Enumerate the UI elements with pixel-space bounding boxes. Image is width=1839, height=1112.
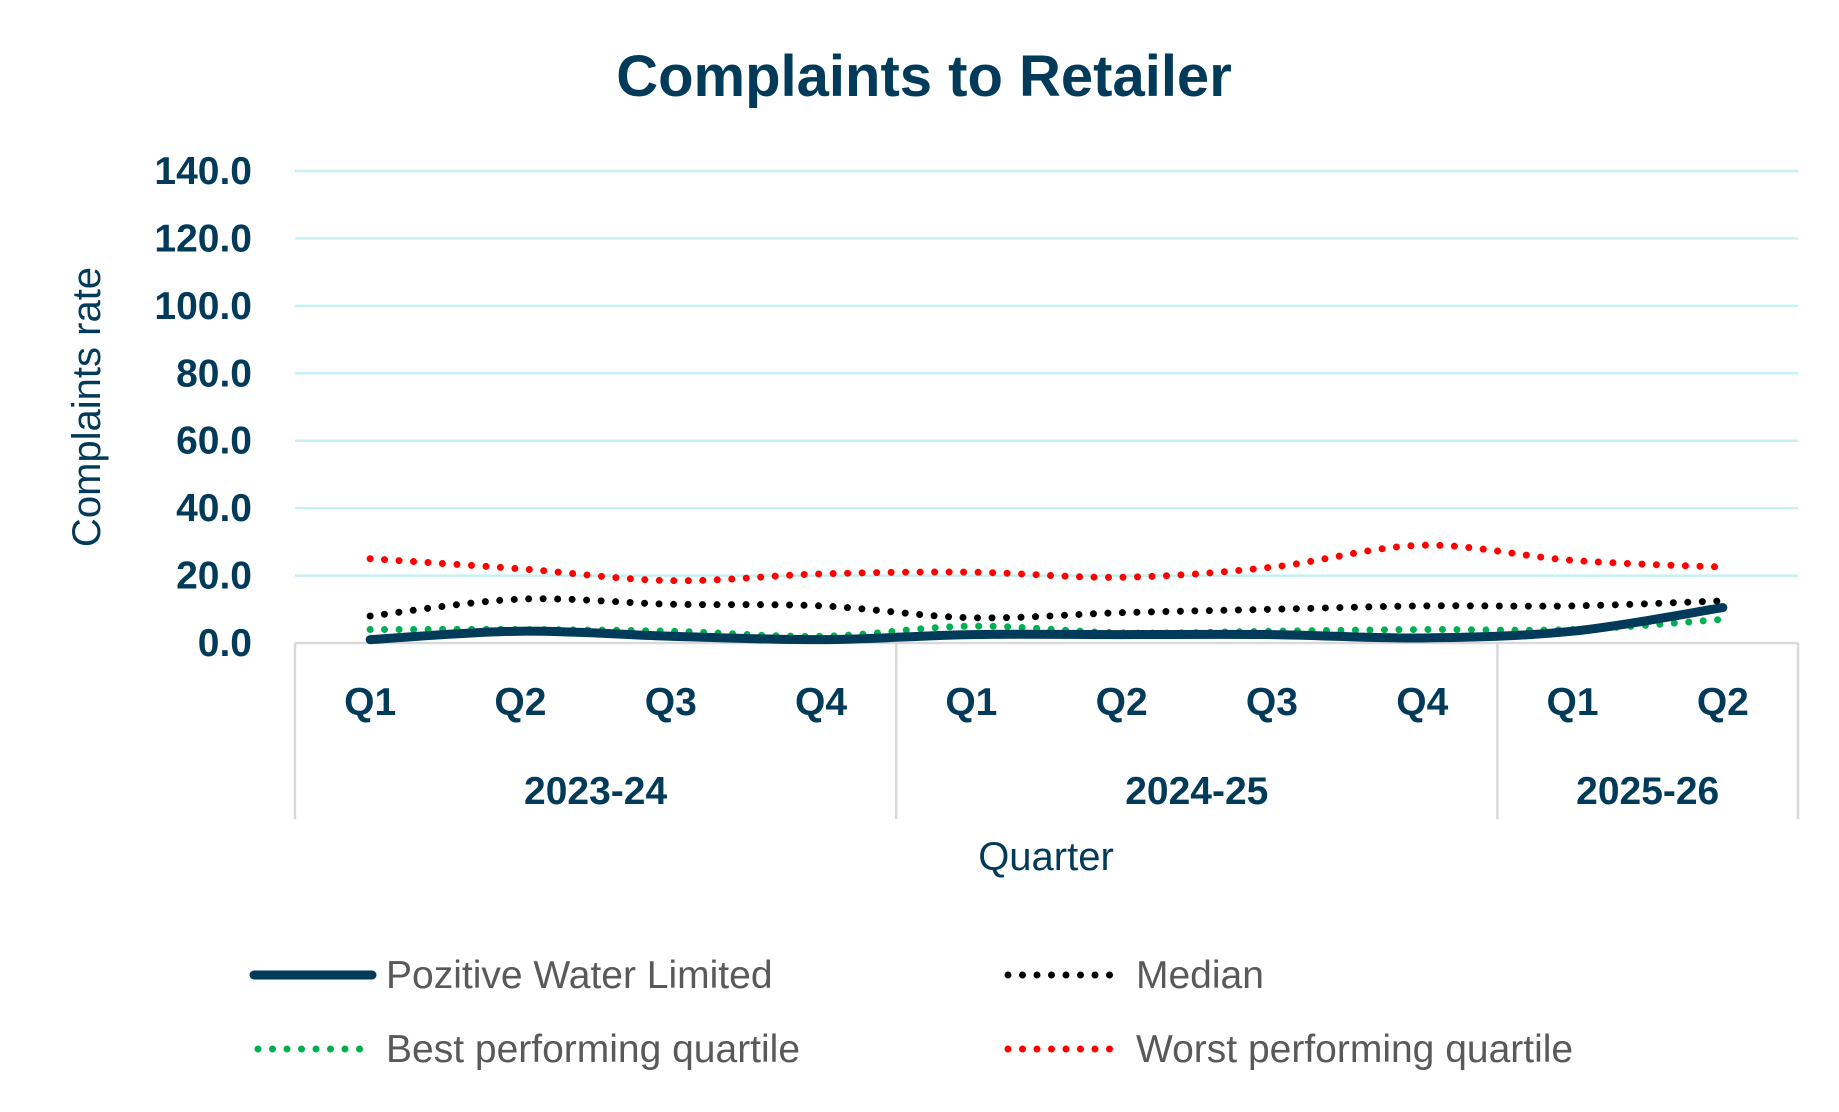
y-tick-label: 80.0 [176,352,252,395]
legend-label: Best performing quartile [386,1028,800,1071]
y-tick-label: 0.0 [198,622,252,665]
y-tick-label: 20.0 [176,555,252,598]
legend-label: Median [1136,954,1264,997]
x-tick-label: Q2 [1697,681,1749,724]
y-tick-label: 100.0 [154,285,252,328]
series-line-pozitive-water-limited [365,603,1728,645]
series-line-best-performing-quartile [366,615,1727,640]
y-tick-label: 40.0 [176,487,252,530]
y-tick-label: 140.0 [154,150,252,193]
x-tick-label: Q4 [1396,681,1448,724]
series-line-median [366,595,1727,622]
x-group-label: 2024-25 [1125,770,1268,813]
x-tick-label: Q1 [945,681,997,724]
series-line-worst-performing-quartile [366,541,1727,585]
y-tick-label: 60.0 [176,420,252,463]
chart-title: Complaints to Retailer [616,44,1232,109]
x-axis-label: Quarter [978,835,1114,879]
y-tick-label: 120.0 [154,217,252,260]
x-tick-label: Q1 [1547,681,1599,724]
x-group-label: 2025-26 [1576,770,1719,813]
x-tick-label: Q1 [344,681,396,724]
legend-label: Worst performing quartile [1136,1028,1573,1071]
x-tick-label: Q2 [1096,681,1148,724]
y-axis-label: Complaints rate [65,267,109,547]
x-tick-label: Q3 [645,681,697,724]
x-tick-label: Q2 [494,681,546,724]
x-tick-label: Q4 [795,681,847,724]
legend-label: Pozitive Water Limited [386,954,773,997]
x-tick-label: Q3 [1246,681,1298,724]
x-group-label: 2023-24 [524,770,667,813]
